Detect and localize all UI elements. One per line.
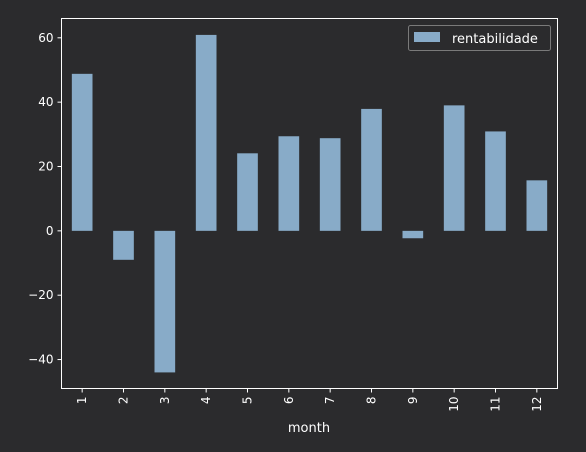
x-axis: 1 2 3 4 5 6 7 8 9 10 11 12 — [75, 388, 544, 412]
x-axis-title: month — [288, 421, 330, 436]
bar-month-2 — [113, 230, 134, 260]
bar-month-1 — [71, 73, 93, 231]
x-tick-label: 9 — [406, 397, 420, 405]
y-axis: 60 40 20 0 −20 −40 — [28, 31, 62, 367]
bar-month-3 — [154, 230, 176, 373]
y-tick-label: 40 — [38, 95, 53, 109]
y-tick-label: 20 — [38, 160, 53, 174]
x-tick-label: 1 — [75, 397, 89, 405]
x-tick-label: 6 — [282, 397, 296, 405]
y-tick-label: 0 — [46, 224, 54, 238]
y-tick-label: 60 — [38, 31, 53, 45]
bar-month-10 — [443, 105, 465, 231]
bar-month-11 — [485, 131, 506, 231]
plot-frame — [61, 18, 558, 389]
x-tick-label: 11 — [489, 397, 503, 412]
bar-month-12 — [526, 180, 548, 231]
legend-box — [408, 25, 551, 51]
bar-month-9 — [402, 230, 424, 239]
y-tick-label: −20 — [28, 288, 53, 302]
legend: rentabilidade — [408, 25, 551, 51]
x-tick-label: 2 — [117, 397, 131, 405]
bar-month-5 — [237, 153, 258, 231]
x-tick-label: 12 — [530, 397, 544, 412]
bars-group — [71, 34, 548, 373]
x-tick-label: 3 — [158, 397, 172, 405]
y-tick-label: −40 — [28, 353, 53, 367]
bar-month-6 — [278, 136, 300, 231]
x-tick-label: 4 — [199, 397, 213, 405]
bar-month-8 — [361, 108, 382, 231]
bar-month-4 — [195, 34, 217, 231]
x-tick-label: 7 — [323, 397, 337, 405]
legend-label: rentabilidade — [452, 32, 538, 47]
bar-month-7 — [319, 138, 341, 231]
legend-swatch — [414, 32, 440, 42]
x-tick-label: 5 — [241, 397, 255, 405]
x-tick-label: 8 — [365, 397, 379, 405]
x-tick-label: 10 — [447, 397, 461, 412]
